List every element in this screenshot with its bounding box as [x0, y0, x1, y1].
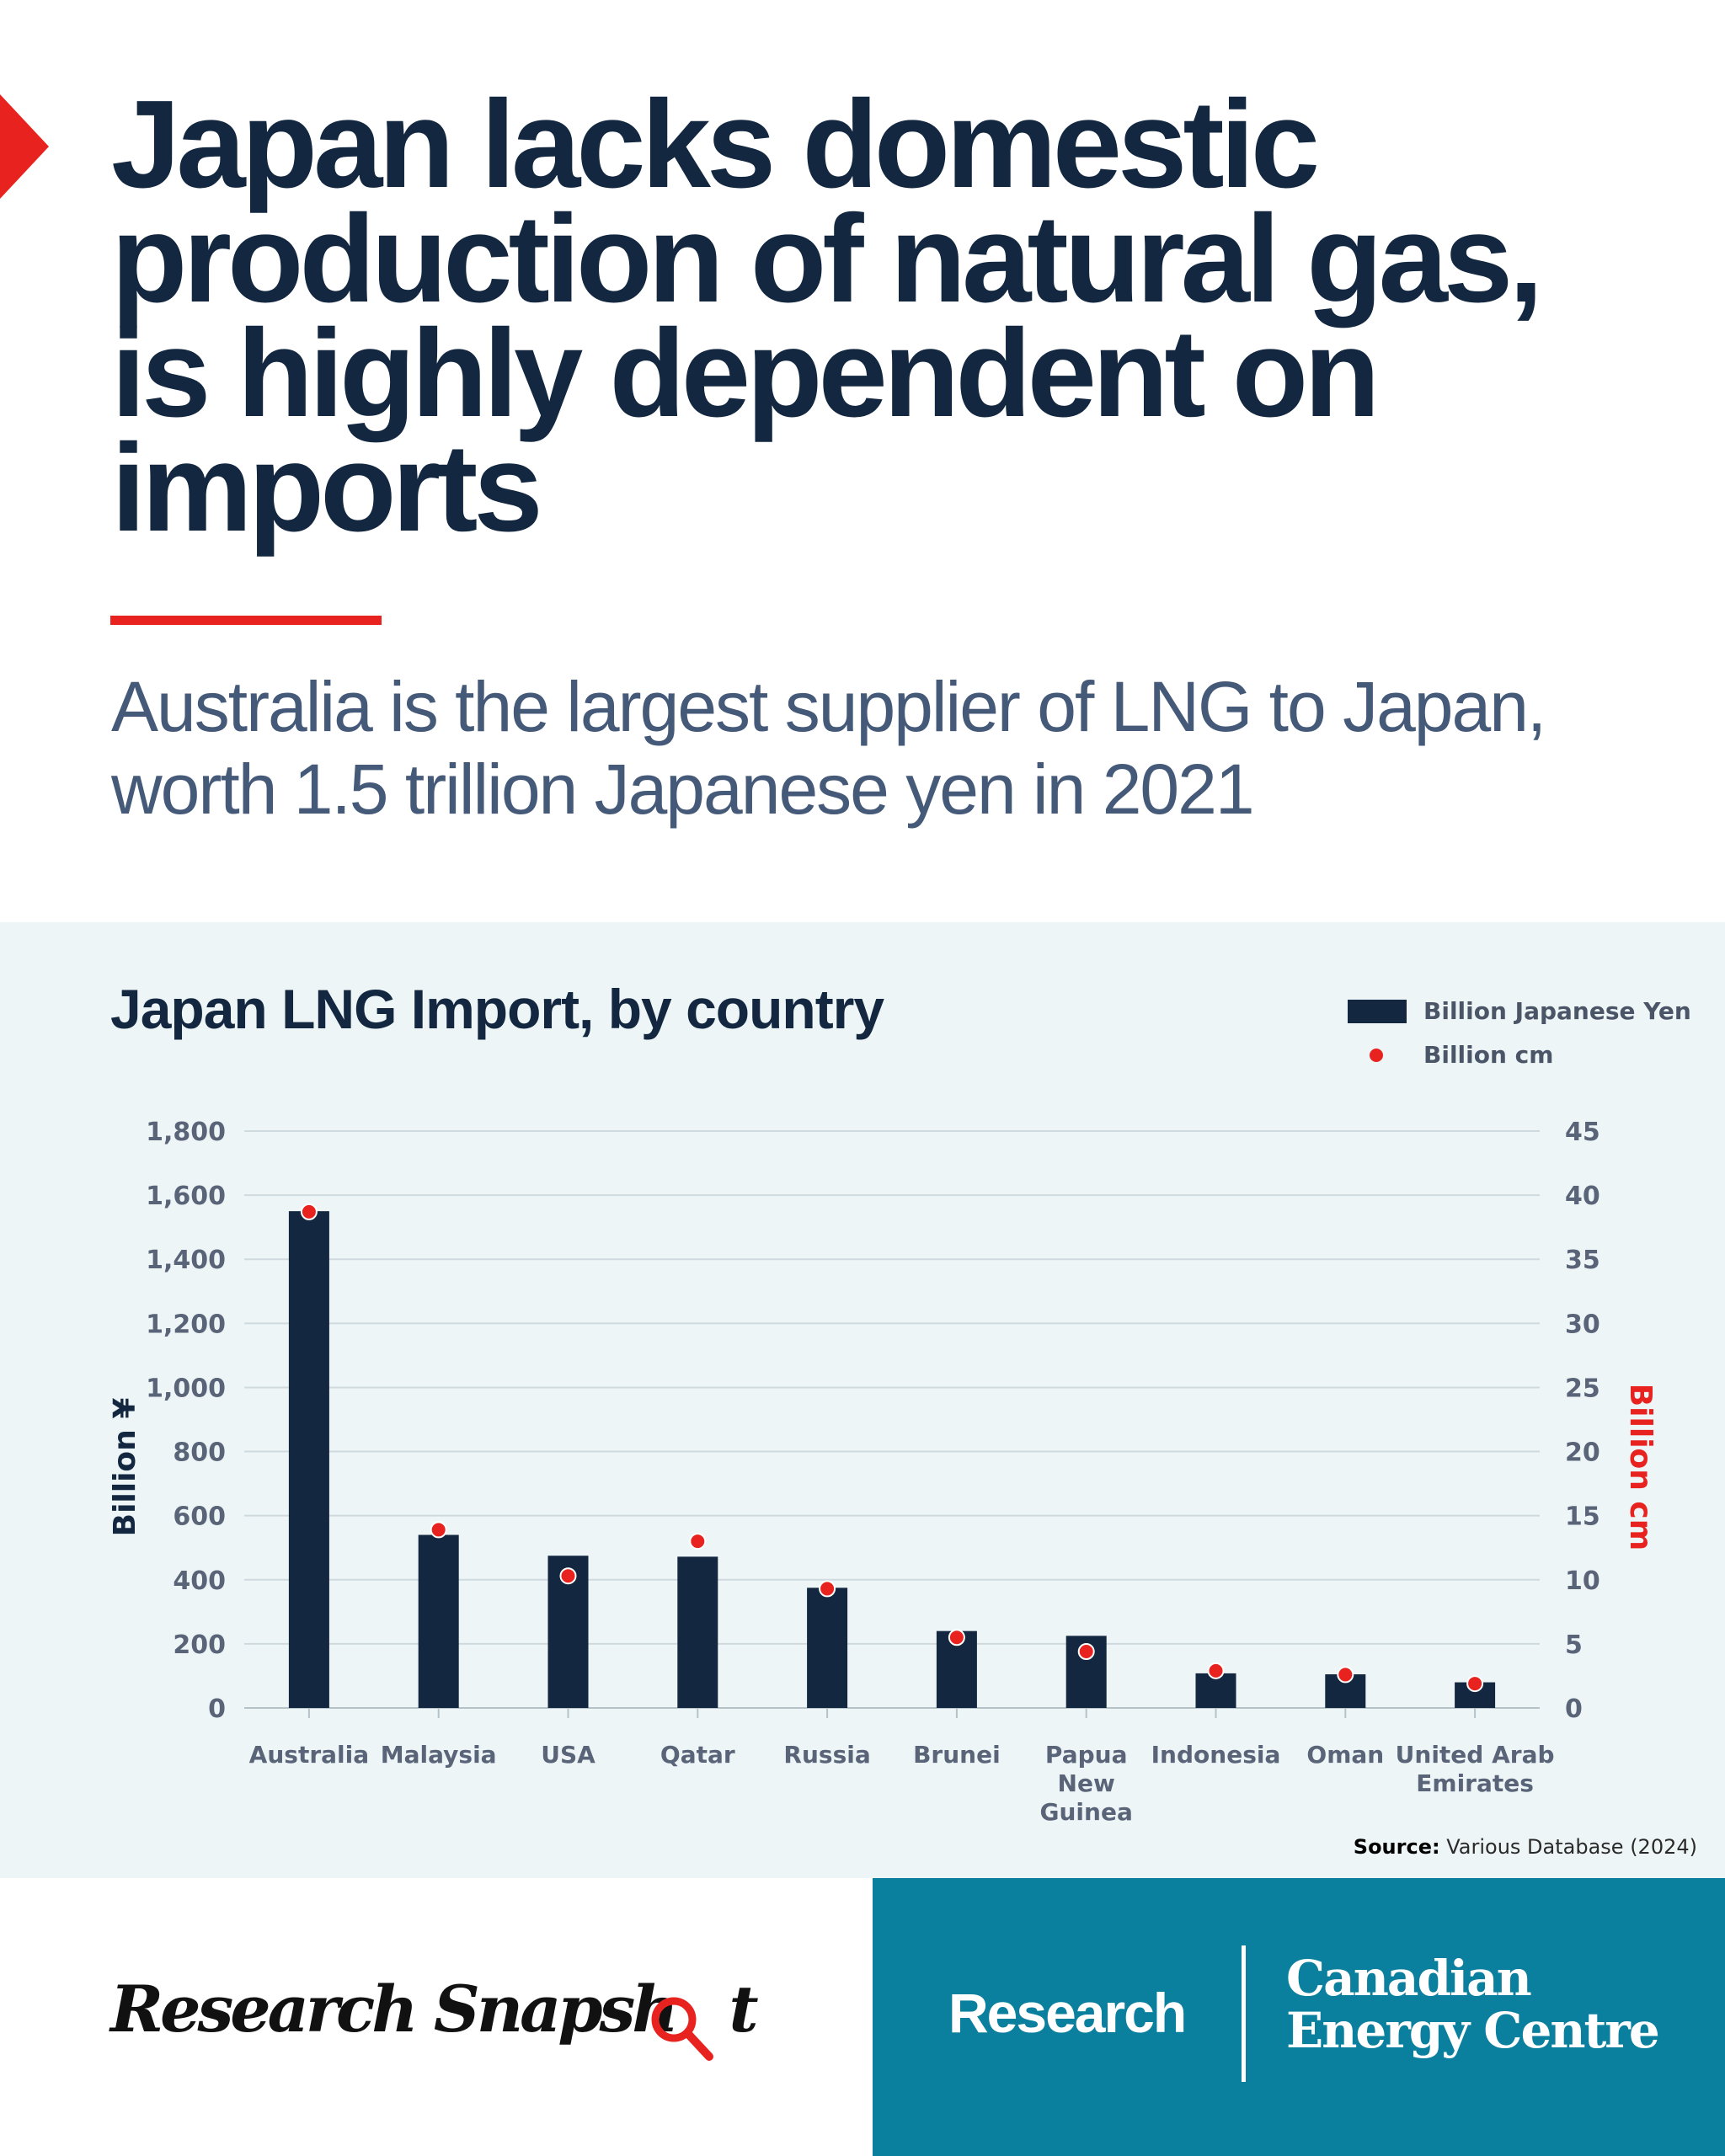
bar — [807, 1588, 848, 1708]
source-text: Various Database (2024) — [1446, 1835, 1697, 1859]
scatter-points — [300, 1203, 1484, 1693]
legend-swatch-cm — [1370, 1049, 1383, 1062]
left-tick-label: 1,600 — [146, 1182, 226, 1211]
logo-text-main: Research Snapsh — [110, 1972, 678, 2047]
accent-rule — [110, 616, 382, 625]
bar — [418, 1534, 459, 1708]
headline: Japan lacks domestic production of natur… — [111, 75, 1543, 558]
legend-label-yen: Billion Japanese Yen — [1423, 997, 1691, 1025]
chevron-arrow-icon — [0, 94, 49, 199]
category-label: Brunei — [913, 1741, 1001, 1769]
left-tick-label: 600 — [173, 1502, 226, 1532]
scatter-point — [430, 1521, 447, 1539]
chart-title: Japan LNG Import, by country — [110, 978, 884, 1040]
bar — [677, 1556, 718, 1708]
category-label: Indonesia — [1151, 1741, 1281, 1769]
right-tick-label: 25 — [1565, 1374, 1600, 1403]
left-tick-label: 1,000 — [146, 1374, 226, 1403]
right-tick-label: 40 — [1565, 1182, 1600, 1211]
category-label: Malaysia — [381, 1741, 497, 1769]
gridlines — [244, 1130, 1540, 1718]
research-snapshot-logo: Research Snapsh t — [110, 1972, 759, 2047]
right-tick-label: 45 — [1565, 1118, 1600, 1147]
left-tick-label: 200 — [173, 1630, 226, 1660]
org-name: Canadian Energy Centre — [1286, 1952, 1690, 2057]
category-label: Papua — [1045, 1741, 1128, 1769]
category-label: United Arab — [1396, 1741, 1555, 1769]
left-tick-label: 1,200 — [146, 1310, 226, 1339]
scatter-point — [1337, 1666, 1354, 1684]
category-label: Qatar — [660, 1741, 735, 1769]
bars — [288, 1211, 1496, 1708]
category-label: USA — [541, 1741, 595, 1769]
right-tick-label: 20 — [1565, 1438, 1600, 1468]
scatter-point — [300, 1203, 318, 1220]
left-tick-label: 800 — [173, 1438, 226, 1468]
category-label: Russia — [783, 1741, 870, 1769]
source-note: Source: Various Database (2024) — [1354, 1833, 1697, 1860]
bar — [288, 1211, 329, 1708]
legend-label-cm: Billion cm — [1423, 1041, 1554, 1069]
scatter-point — [559, 1567, 577, 1585]
scatter-point — [819, 1580, 836, 1598]
magnifier-icon — [651, 1997, 713, 2061]
subheadline: Australia is the largest supplier of LNG… — [111, 667, 1546, 829]
chart-panel — [0, 922, 1725, 1878]
source-label: Source: — [1353, 1835, 1440, 1859]
org-name-line-1: Canadian — [1286, 1950, 1532, 2007]
category-labels: Australia Malaysia USA Qatar Russia Brunei Pap… — [249, 1741, 1555, 1826]
scatter-point — [1207, 1662, 1225, 1679]
org-division-label: Research — [948, 1982, 1187, 2044]
left-tick-label: 400 — [173, 1566, 226, 1596]
right-axis-ticks: 0 5 10 15 20 25 30 35 40 45 — [1565, 1118, 1600, 1724]
footer-right — [873, 1878, 1725, 2156]
scatter-point — [1466, 1675, 1484, 1693]
right-tick-label: 15 — [1565, 1502, 1600, 1532]
footer-left — [0, 1878, 873, 2156]
header — [0, 0, 1725, 922]
scatter-point — [1077, 1643, 1095, 1661]
logo-text-tail: t — [729, 1972, 759, 2047]
right-tick-label: 10 — [1565, 1566, 1600, 1596]
category-label: Australia — [249, 1741, 369, 1769]
left-tick-label: 1,800 — [146, 1118, 226, 1147]
right-tick-label: 5 — [1565, 1630, 1583, 1660]
right-tick-label: 30 — [1565, 1310, 1600, 1339]
category-label: New — [1058, 1769, 1115, 1797]
org-name-line-2: Energy Centre — [1286, 2002, 1660, 2059]
footer-divider — [1242, 1945, 1246, 2082]
right-tick-label: 0 — [1565, 1694, 1583, 1724]
left-tick-label: 0 — [208, 1694, 226, 1724]
right-tick-label: 35 — [1565, 1246, 1600, 1275]
y-axis-left-label: Billion ¥ — [108, 1398, 142, 1537]
scatter-point — [689, 1533, 707, 1550]
left-axis-ticks: 0 200 400 600 800 1,000 1,200 1,400 1,600 1,800 — [146, 1118, 226, 1724]
y-axis-right-label: Billion cm — [1623, 1384, 1658, 1551]
legend-swatch-yen — [1348, 1000, 1407, 1023]
category-label: Guinea — [1040, 1798, 1133, 1826]
left-tick-label: 1,400 — [146, 1246, 226, 1275]
scatter-point — [948, 1629, 965, 1646]
category-label: Emirates — [1416, 1769, 1534, 1797]
category-label: Oman — [1306, 1741, 1384, 1769]
